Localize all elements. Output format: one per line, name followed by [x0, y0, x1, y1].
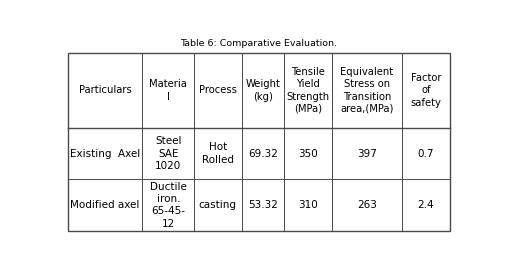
Text: Hot
Rolled: Hot Rolled — [202, 142, 234, 165]
Text: Particulars: Particulars — [79, 85, 131, 95]
Text: Tensile
Yield
Strength
(MPa): Tensile Yield Strength (MPa) — [286, 67, 329, 114]
Text: casting: casting — [199, 200, 237, 210]
Text: 2.4: 2.4 — [418, 200, 434, 210]
Text: 350: 350 — [298, 149, 318, 158]
Bar — [68, 53, 450, 231]
Text: Factor
of
safety: Factor of safety — [411, 73, 441, 108]
Text: Existing  Axel: Existing Axel — [70, 149, 140, 158]
Text: Ductile
iron.
65-45-
12: Ductile iron. 65-45- 12 — [150, 182, 187, 229]
Text: 263: 263 — [357, 200, 377, 210]
Text: Modified axel: Modified axel — [70, 200, 140, 210]
Text: Table 6: Comparative Evaluation.: Table 6: Comparative Evaluation. — [180, 39, 337, 48]
Text: 310: 310 — [298, 200, 318, 210]
Text: Weight
(kg): Weight (kg) — [245, 79, 280, 102]
Text: 53.32: 53.32 — [248, 200, 278, 210]
Text: Process: Process — [199, 85, 237, 95]
Text: 397: 397 — [357, 149, 377, 158]
Text: Steel
SAE
1020: Steel SAE 1020 — [155, 136, 181, 171]
Text: 69.32: 69.32 — [248, 149, 278, 158]
Text: 0.7: 0.7 — [418, 149, 434, 158]
Text: Equivalent
Stress on
Transition
area,(MPa): Equivalent Stress on Transition area,(MP… — [340, 67, 393, 114]
Text: Materia
l: Materia l — [149, 79, 187, 102]
